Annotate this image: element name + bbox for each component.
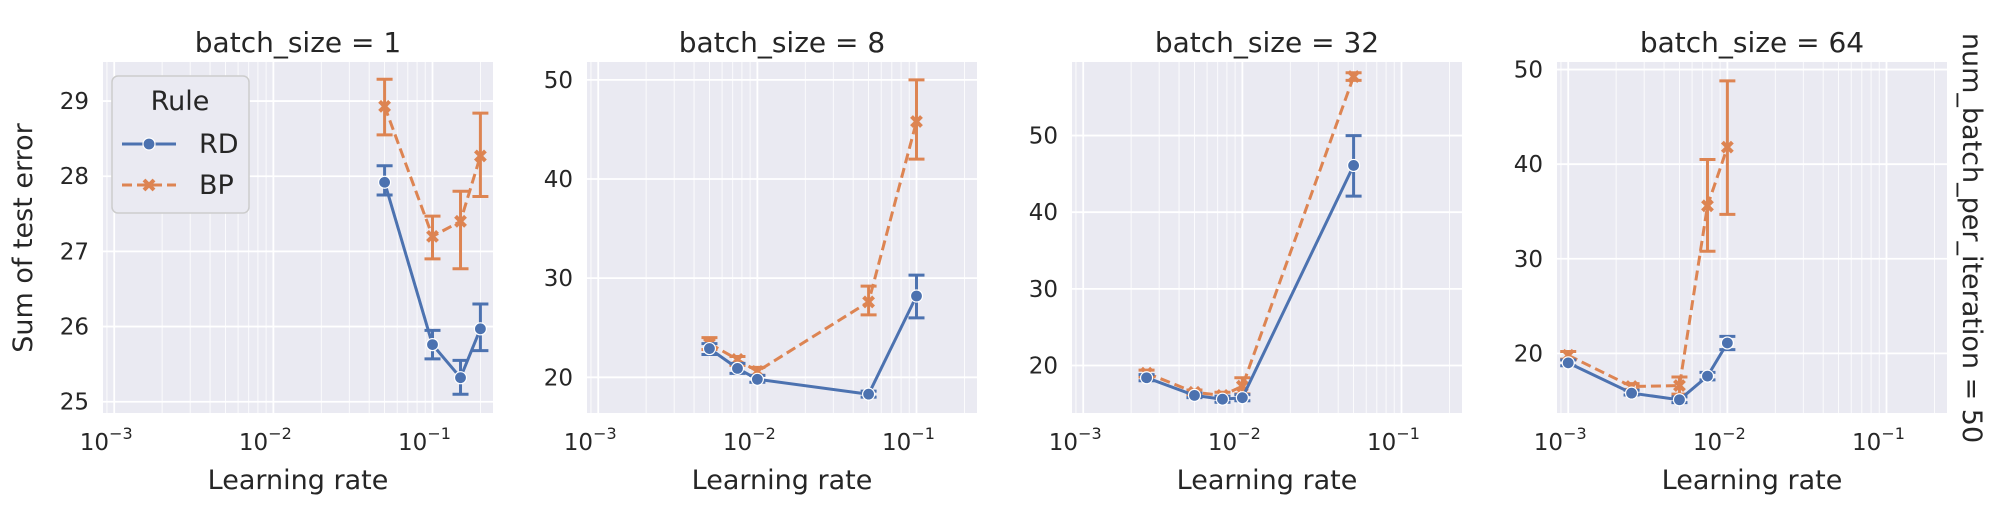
data-point-rd: [1700, 369, 1715, 383]
legend-marker-x: [142, 178, 156, 192]
legend-title: Rule: [151, 86, 210, 117]
data-point-bp: [1673, 379, 1686, 392]
x-tick-label: 10−1: [1367, 424, 1420, 456]
plot-area: [1072, 62, 1462, 413]
y-tick-label: 50: [1514, 58, 1543, 84]
data-point-rd: [425, 338, 440, 352]
x-axis-label: Learning rate: [1177, 465, 1358, 496]
panel-2: 20 30 40 50 10−3 10−2 10−1 Learning rate batch_s…: [544, 26, 977, 496]
y-tick-label: 20: [1029, 353, 1058, 379]
series-rd: [701, 273, 925, 401]
x-tick-label: 10−3: [564, 424, 617, 456]
panel-4: 20 30 40 50 10−3 10−2 10−1 Learning rate batch_s…: [1514, 26, 1947, 496]
data-point-rd: [1235, 391, 1249, 405]
data-point-rd: [861, 387, 876, 401]
data-point-rd: [1346, 158, 1361, 173]
x-axis-label: Learning rate: [692, 465, 873, 496]
data-point-rd: [1215, 392, 1230, 406]
data-point-bp: [473, 149, 487, 163]
facet-title: batch_size = 32: [1155, 26, 1379, 59]
data-point-bp: [1701, 199, 1714, 213]
y-tick-label: 30: [1514, 247, 1543, 273]
y-tick-label: 30: [1029, 277, 1058, 303]
series-line-rd: [383, 181, 482, 381]
data-point-rd: [1672, 393, 1687, 407]
data-point-rd: [1561, 356, 1575, 370]
legend-marker-circle: [142, 137, 156, 151]
x-tick-label: 10−3: [1534, 424, 1587, 456]
y-tick-label: 40: [1514, 152, 1543, 178]
data-point-rd: [702, 341, 717, 356]
data-point-bp: [910, 115, 923, 128]
legend: Rule RD BP: [111, 75, 250, 214]
y-tick-label: 40: [1029, 200, 1058, 226]
legend-entry-rd: RD: [122, 129, 239, 160]
y-tick-label: 30: [544, 266, 573, 292]
x-tick-label: 10−1: [882, 424, 935, 456]
x-tick-label: 10−2: [239, 424, 292, 456]
data-point-rd: [1139, 371, 1154, 385]
series-line-bp: [383, 105, 482, 239]
facet-title: batch_size = 1: [195, 26, 401, 59]
y-axis-label: Sum of test error: [8, 122, 39, 352]
series-rd: [1138, 134, 1362, 406]
data-point-bp: [1720, 140, 1734, 154]
y-tick-label: 26: [60, 315, 89, 341]
plot-area: [1557, 62, 1947, 413]
y-tick-label: 29: [60, 89, 89, 115]
y-tick-label: 28: [60, 164, 89, 190]
y-tick-label: 50: [1029, 124, 1058, 150]
x-tick-label: 10−3: [80, 424, 133, 456]
legend-label: BP: [199, 170, 234, 201]
plot-area: [587, 62, 977, 413]
data-point-rd: [377, 175, 392, 189]
data-point-rd: [453, 371, 468, 385]
x-tick-label: 10−1: [1852, 424, 1905, 456]
legend-entry-bp: BP: [122, 170, 234, 201]
x-tick-label: 10−2: [723, 424, 776, 456]
y-tick-label: 27: [60, 239, 89, 265]
x-tick-label: 10−3: [1049, 424, 1102, 456]
data-point-rd: [750, 372, 764, 386]
data-point-bp: [378, 99, 392, 113]
data-point-bp: [454, 214, 467, 228]
data-point-rd: [1720, 336, 1734, 350]
y-tick-label: 20: [544, 365, 573, 391]
data-point-bp: [1347, 70, 1361, 83]
data-point-rd: [730, 361, 745, 375]
x-tick-label: 10−1: [398, 424, 451, 456]
y-tick-label: 50: [544, 68, 573, 94]
data-point-rd: [909, 289, 924, 303]
x-axis-label: Learning rate: [1662, 465, 1843, 496]
data-point-rd: [1187, 388, 1202, 402]
y-tick-label: 20: [1514, 341, 1543, 367]
series-rd: [1560, 334, 1736, 407]
facet-title: batch_size = 8: [679, 26, 885, 59]
data-point-bp: [426, 229, 439, 243]
y-tick-label: 40: [544, 167, 573, 193]
facet-title: batch_size = 64: [1640, 26, 1864, 59]
y-tick-label: 25: [60, 390, 89, 416]
series-bp: [376, 77, 489, 271]
series-line-bp: [1567, 146, 1729, 389]
data-point-rd: [1624, 386, 1639, 400]
x-tick-label: 10−2: [1693, 424, 1746, 456]
data-point-bp: [862, 295, 876, 309]
x-tick-label: 10−2: [1208, 424, 1261, 456]
series-rd: [376, 164, 489, 396]
series-line-bp: [708, 121, 918, 374]
legend-label: RD: [199, 129, 239, 160]
row-facet-label: num_batch_per_iteration = 50: [1956, 33, 1987, 443]
x-axis-label: Learning rate: [208, 465, 389, 496]
panel-3: 20 30 40 50 10−3 10−2 10−1 Learning rate batch_s…: [1029, 26, 1462, 496]
legend-box: [111, 75, 250, 214]
data-point-rd: [473, 322, 487, 336]
